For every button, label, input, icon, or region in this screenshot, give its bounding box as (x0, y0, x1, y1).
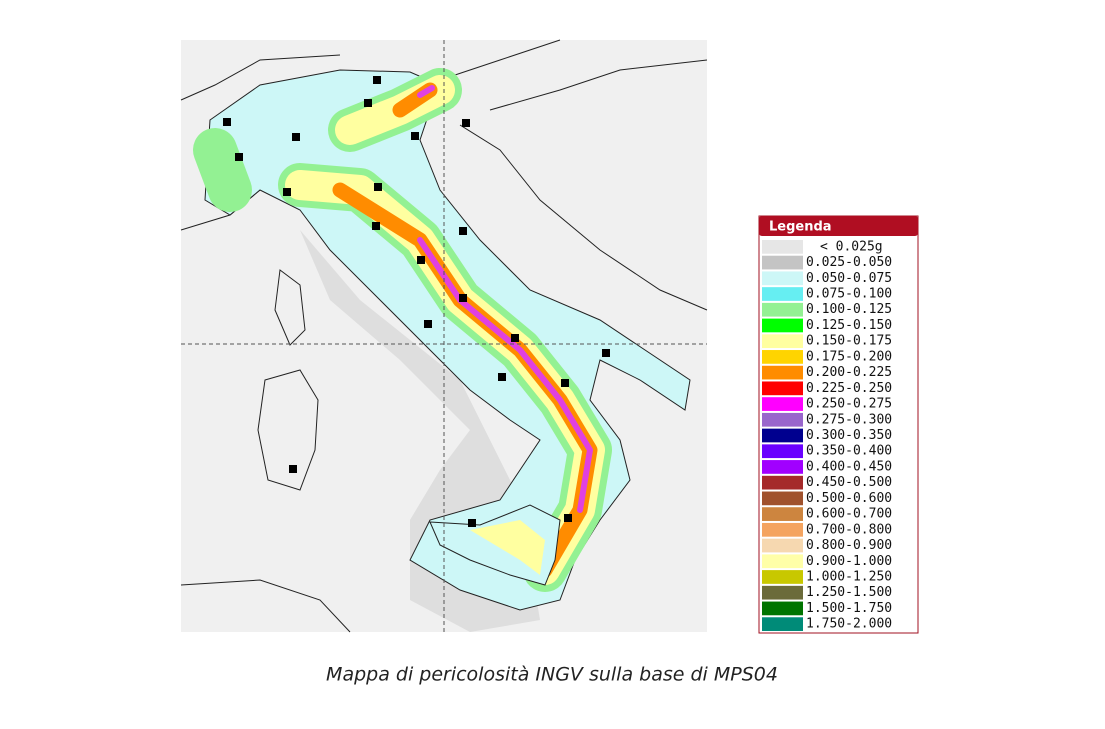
legend-swatch (762, 554, 803, 569)
legend-swatch (762, 522, 803, 537)
legend-swatch (762, 601, 803, 616)
sicily-band (470, 520, 545, 575)
legend-label: 0.275-0.300 (806, 412, 892, 427)
legend: Legenda < 0.025g0.025-0.0500.050-0.0750.… (758, 215, 919, 634)
legend-header (759, 216, 918, 236)
legend-swatch (762, 570, 803, 584)
legend-label: 0.900-1.000 (806, 554, 892, 569)
legend-swatch (762, 365, 803, 380)
legend-label: 0.300-0.350 (806, 428, 892, 443)
legend-label: 1.500-1.750 (806, 601, 892, 616)
legend-label: 0.150-0.175 (806, 334, 892, 349)
legend-swatch (762, 240, 803, 254)
legend-label: 0.125-0.150 (806, 318, 892, 333)
legend-label: 0.100-0.125 (806, 302, 892, 317)
legend-label: 0.600-0.700 (806, 507, 892, 522)
caption: Mappa di pericolosità INGV sulla base di… (326, 664, 778, 686)
legend-swatch (762, 585, 803, 600)
legend-label: 0.400-0.450 (806, 459, 892, 474)
legend-label: 0.250-0.275 (806, 397, 892, 412)
legend-label: 1.000-1.250 (806, 569, 892, 584)
legend-swatch (762, 428, 803, 443)
legend-swatch (762, 538, 803, 553)
legend-label: 0.500-0.600 (806, 491, 892, 506)
legend-swatch (762, 475, 803, 490)
legend-label: < 0.025g (820, 239, 883, 254)
sardinia (257, 369, 319, 491)
legend-label: 1.250-1.500 (806, 585, 892, 600)
legend-swatch (762, 302, 803, 317)
legend-swatch (762, 444, 803, 459)
legend-swatch (762, 617, 803, 631)
legend-label: 0.700-0.800 (806, 522, 892, 537)
legend-swatch (762, 271, 803, 286)
legend-swatch (762, 255, 803, 270)
legend-label: 0.175-0.200 (806, 349, 892, 364)
legend-swatch (762, 507, 803, 521)
legend-swatch (762, 381, 803, 396)
legend-label: 0.050-0.075 (806, 271, 892, 286)
legend-swatch (762, 287, 803, 301)
legend-label: 0.350-0.400 (806, 444, 892, 459)
legend-swatch (762, 318, 803, 333)
legend-label: 0.450-0.500 (806, 475, 892, 490)
cities (223, 76, 610, 527)
legend-label: 1.750-2.000 (806, 617, 892, 632)
map (180, 39, 708, 633)
legend-swatch (762, 334, 803, 349)
legend-swatch (762, 412, 803, 427)
legend-swatch (762, 491, 803, 506)
legend-title: Legenda (769, 220, 832, 235)
legend-swatch (762, 350, 803, 364)
legend-label: 0.200-0.225 (806, 365, 892, 380)
legend-label: 0.800-0.900 (806, 538, 892, 553)
hazard-bands (193, 68, 612, 592)
legend-swatch (762, 397, 803, 411)
legend-label: 0.075-0.100 (806, 287, 892, 302)
legend-swatch (762, 460, 803, 474)
legend-label: 0.025-0.050 (806, 255, 892, 270)
legend-label: 0.225-0.250 (806, 381, 892, 396)
